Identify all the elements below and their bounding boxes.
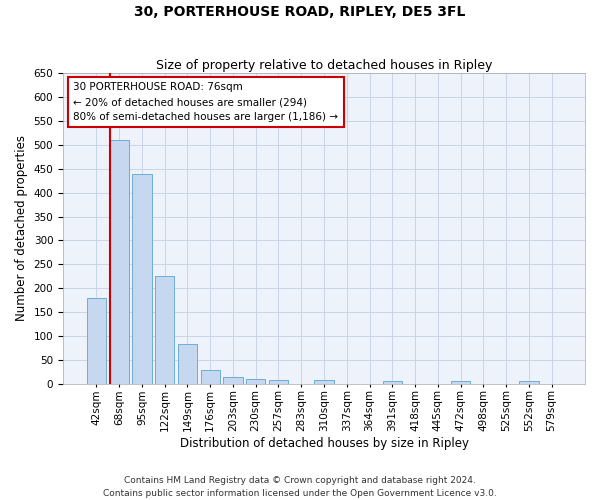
Bar [314, 380, 334, 384]
Bar [200, 370, 220, 384]
Text: 30 PORTERHOUSE ROAD: 76sqm
← 20% of detached houses are smaller (294)
80% of sem: 30 PORTERHOUSE ROAD: 76sqm ← 20% of deta… [73, 82, 338, 122]
Y-axis label: Number of detached properties: Number of detached properties [15, 136, 28, 322]
Text: Contains HM Land Registry data © Crown copyright and database right 2024.
Contai: Contains HM Land Registry data © Crown c… [103, 476, 497, 498]
Bar [451, 382, 470, 384]
Bar [269, 380, 288, 384]
Bar [132, 174, 152, 384]
X-axis label: Distribution of detached houses by size in Ripley: Distribution of detached houses by size … [179, 437, 469, 450]
Bar [155, 276, 175, 384]
Bar [246, 379, 265, 384]
Bar [110, 140, 129, 384]
Bar [223, 376, 242, 384]
Bar [383, 382, 402, 384]
Bar [178, 344, 197, 384]
Bar [87, 298, 106, 384]
Bar [519, 382, 539, 384]
Text: 30, PORTERHOUSE ROAD, RIPLEY, DE5 3FL: 30, PORTERHOUSE ROAD, RIPLEY, DE5 3FL [134, 5, 466, 19]
Title: Size of property relative to detached houses in Ripley: Size of property relative to detached ho… [156, 59, 492, 72]
